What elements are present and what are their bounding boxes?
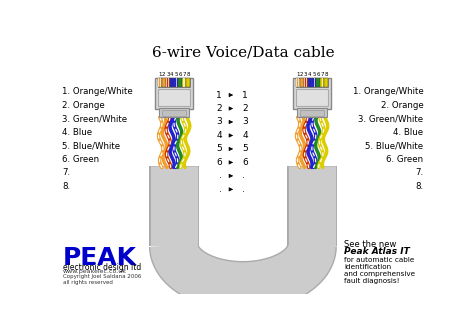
Text: 2: 2 (300, 72, 303, 77)
Text: 6. Green: 6. Green (386, 155, 423, 164)
Bar (300, 110, 324, 116)
Text: 1: 1 (242, 90, 248, 100)
Text: 1. Orange/White: 1. Orange/White (353, 87, 423, 96)
Text: 1: 1 (158, 72, 162, 77)
Text: 7.: 7. (63, 168, 71, 177)
Text: www.peakelec.co.uk: www.peakelec.co.uk (63, 269, 127, 274)
Text: electronic design ltd: electronic design ltd (63, 263, 141, 272)
Text: 6: 6 (216, 158, 222, 167)
Bar (296, 78, 300, 87)
Bar (312, 78, 313, 87)
Text: 2: 2 (216, 104, 222, 113)
Text: for automatic cable
identification
and comprehensive
fault diagnosis!: for automatic cable identification and c… (345, 257, 416, 284)
Bar (158, 89, 190, 106)
Text: Copyright Joel Saldana 2006
all rights reserved: Copyright Joel Saldana 2006 all rights r… (63, 275, 142, 285)
Bar (182, 78, 186, 87)
Text: 7.: 7. (415, 168, 423, 177)
Bar (296, 89, 328, 106)
Bar (182, 78, 183, 87)
Bar (292, 78, 331, 109)
Text: 2. Orange: 2. Orange (381, 101, 423, 110)
Bar (298, 78, 299, 87)
Bar (155, 78, 193, 109)
Text: 6. Green: 6. Green (63, 155, 100, 164)
Bar (158, 78, 190, 87)
Text: 4. Blue: 4. Blue (393, 128, 423, 137)
Text: .: . (242, 185, 245, 194)
Text: 4: 4 (308, 72, 311, 77)
Bar (184, 78, 185, 87)
Bar (176, 78, 177, 87)
Text: .: . (219, 185, 222, 194)
Bar (160, 78, 161, 87)
Bar (320, 78, 321, 87)
Bar (159, 108, 189, 117)
Bar (166, 78, 167, 87)
Text: .: . (242, 171, 245, 181)
Text: 5: 5 (242, 145, 248, 153)
Text: 3. Green/White: 3. Green/White (63, 115, 128, 123)
Bar (316, 78, 320, 87)
Text: 1: 1 (216, 90, 222, 100)
Text: 5. Blue/White: 5. Blue/White (63, 141, 120, 150)
Text: 4: 4 (170, 72, 173, 77)
Text: 3: 3 (242, 117, 248, 126)
Bar (308, 78, 312, 87)
Bar (162, 110, 186, 116)
Text: 5: 5 (216, 145, 222, 153)
Bar (174, 78, 175, 87)
Text: 5: 5 (312, 72, 316, 77)
Bar (162, 78, 165, 87)
Bar (158, 78, 162, 87)
Text: 8: 8 (324, 72, 328, 77)
Bar (178, 78, 182, 87)
Text: 7: 7 (182, 72, 186, 77)
Text: 3. Green/White: 3. Green/White (358, 115, 423, 123)
Text: 6: 6 (242, 158, 248, 167)
Text: 7: 7 (320, 72, 324, 77)
Text: 1: 1 (296, 72, 300, 77)
Bar (186, 78, 190, 87)
Text: 3: 3 (304, 72, 308, 77)
Text: .: . (219, 171, 222, 181)
Text: 6-wire Voice/Data cable: 6-wire Voice/Data cable (152, 46, 334, 60)
Text: 3: 3 (216, 117, 222, 126)
Bar (320, 78, 324, 87)
Text: 1. Orange/White: 1. Orange/White (63, 87, 133, 96)
Bar (168, 78, 169, 87)
Text: 3: 3 (166, 72, 170, 77)
Bar (322, 78, 323, 87)
Bar (166, 78, 170, 87)
Text: Peak Atlas IT: Peak Atlas IT (345, 248, 410, 256)
Bar (296, 78, 297, 87)
Text: 2: 2 (162, 72, 165, 77)
Bar (158, 78, 159, 87)
Text: 6: 6 (178, 72, 182, 77)
Text: 4: 4 (216, 131, 222, 140)
Bar (304, 78, 305, 87)
Bar (170, 78, 173, 87)
Text: See the new: See the new (345, 240, 397, 249)
Text: 8.: 8. (415, 182, 423, 191)
Text: 5. Blue/White: 5. Blue/White (365, 141, 423, 150)
Bar (324, 78, 328, 87)
Bar (312, 78, 316, 87)
Bar (304, 78, 308, 87)
Text: 6: 6 (316, 72, 320, 77)
Bar (300, 78, 303, 87)
Text: 5: 5 (174, 72, 178, 77)
Bar (297, 108, 327, 117)
Text: 8: 8 (186, 72, 190, 77)
Bar (306, 78, 307, 87)
Bar (314, 78, 315, 87)
Text: 8.: 8. (63, 182, 71, 191)
Text: 4. Blue: 4. Blue (63, 128, 92, 137)
Text: 2. Orange: 2. Orange (63, 101, 105, 110)
Text: 4: 4 (242, 131, 248, 140)
Text: PEAK: PEAK (63, 246, 137, 270)
Bar (174, 78, 178, 87)
Text: 2: 2 (242, 104, 248, 113)
Bar (296, 78, 328, 87)
